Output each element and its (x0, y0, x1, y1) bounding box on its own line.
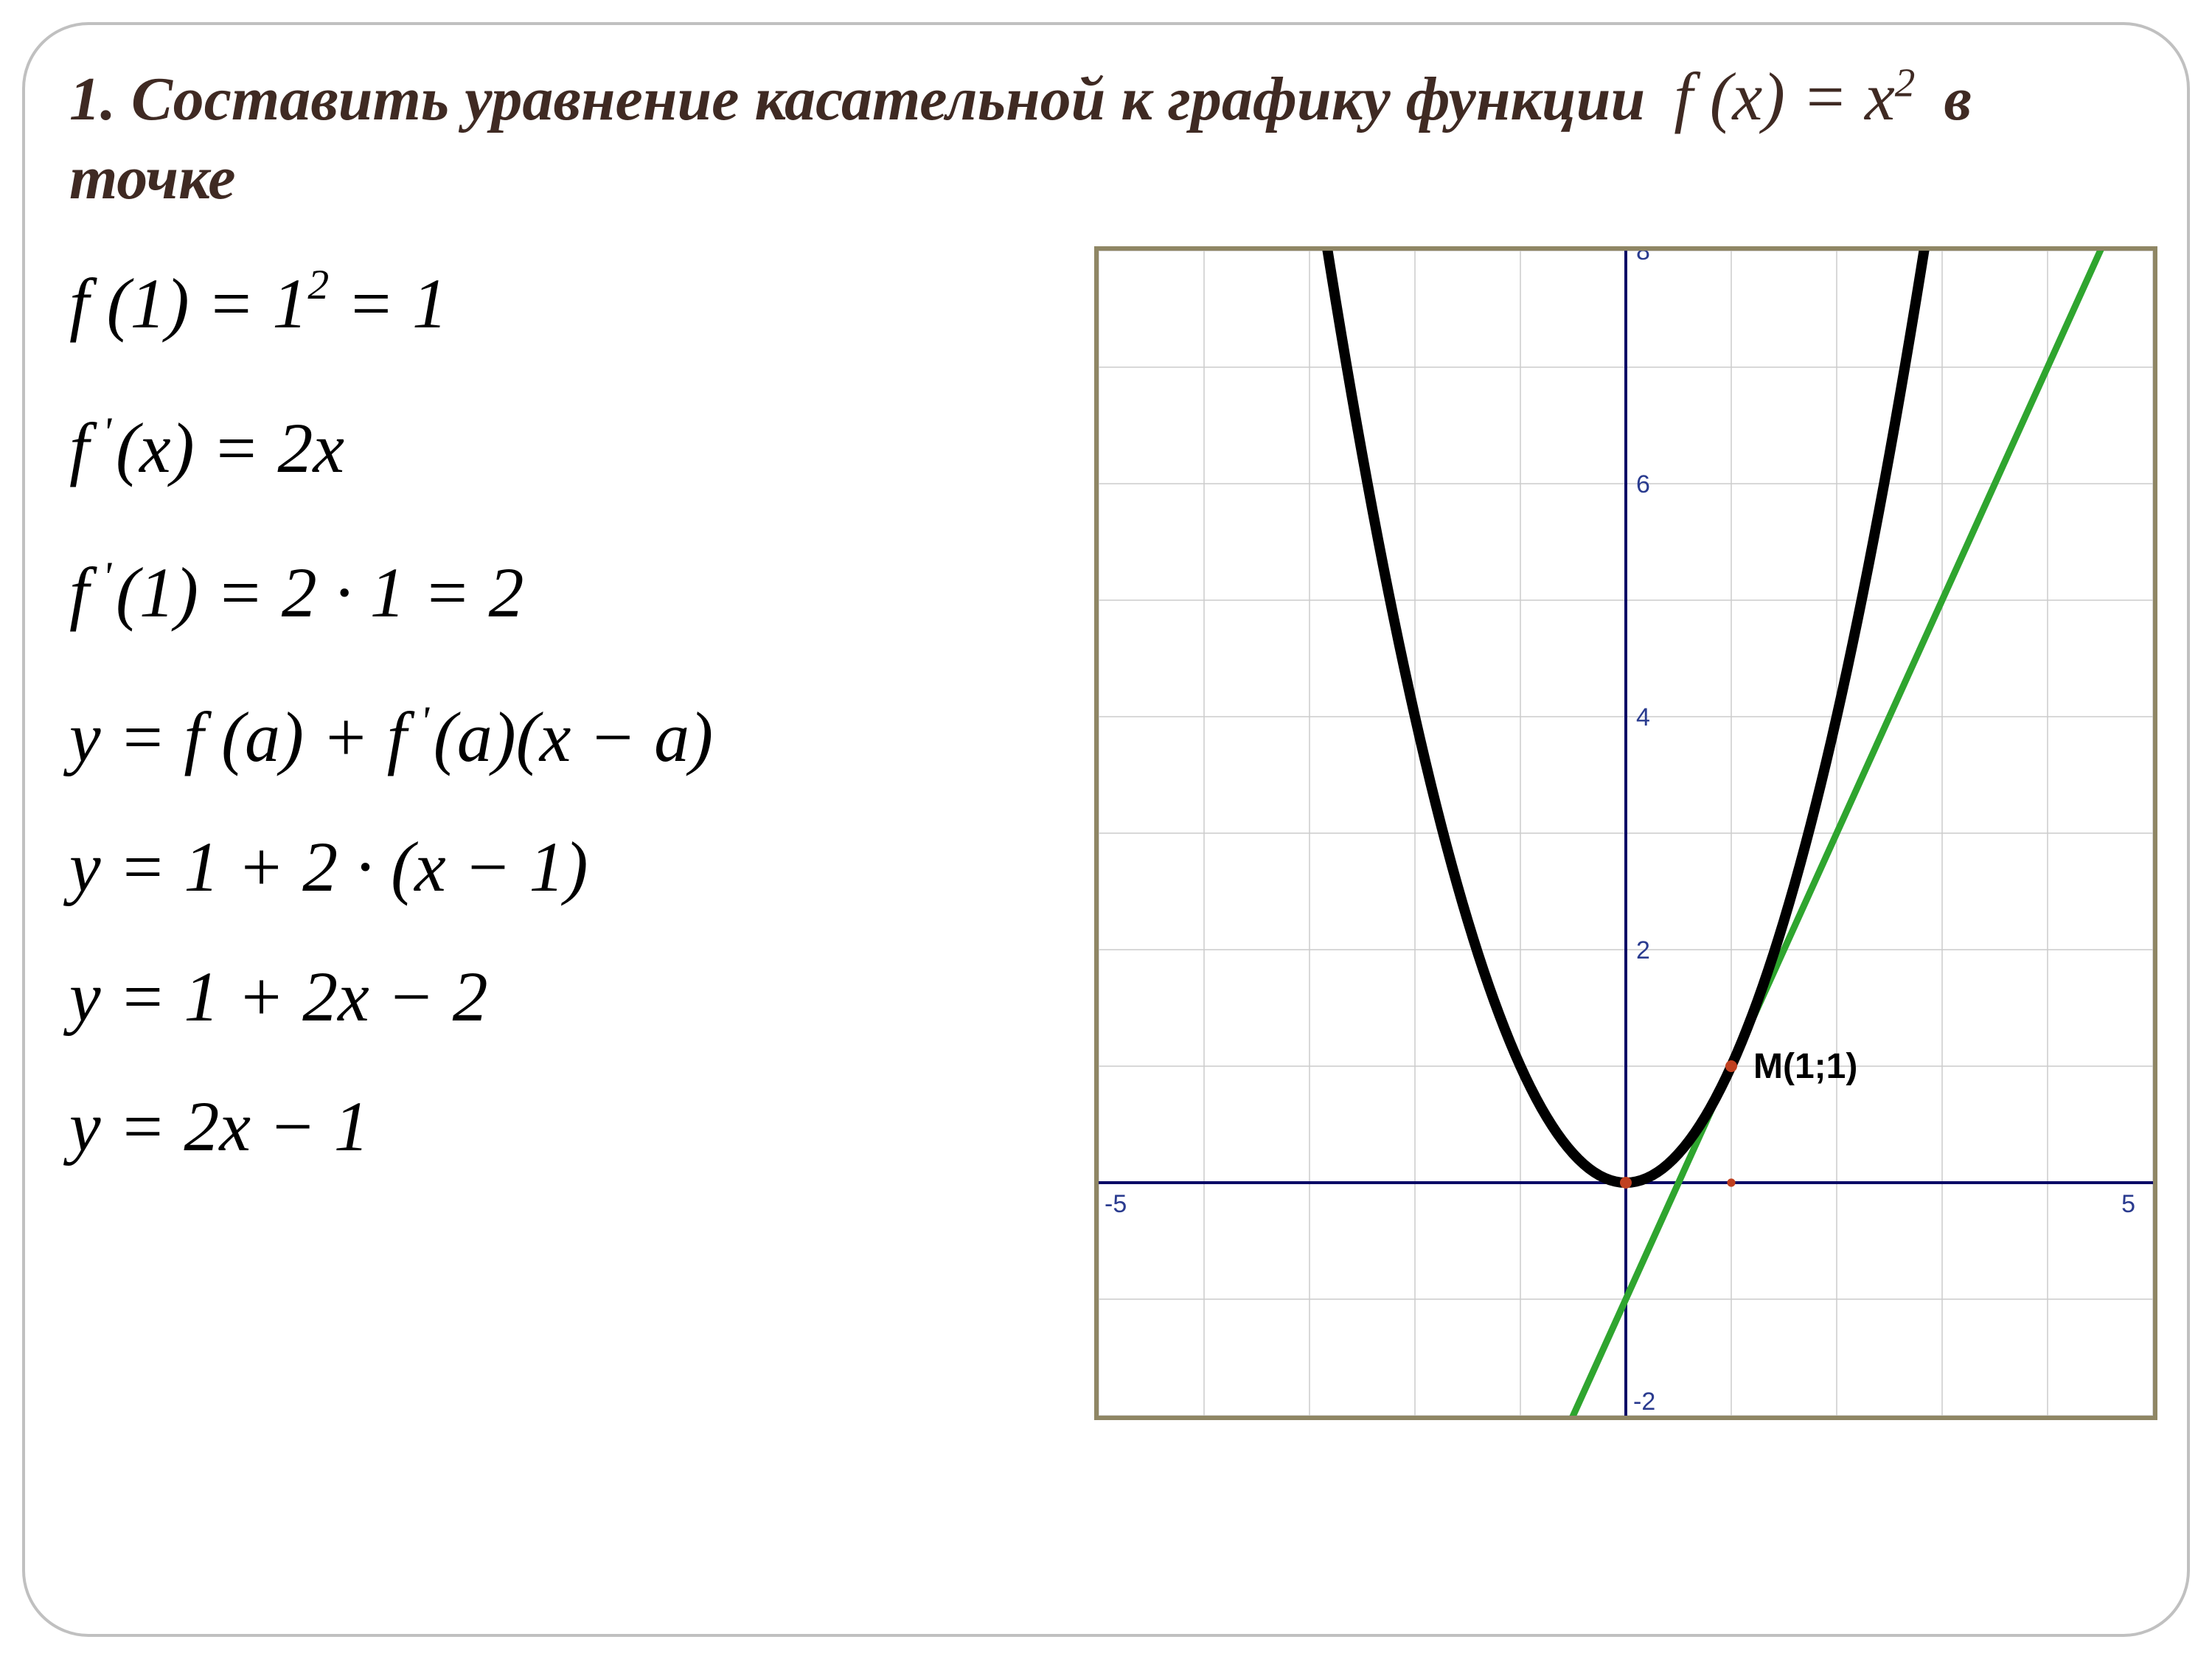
chart-container: 2 4 6 8 -5 5 -2 M(1;1) (1094, 246, 2157, 1420)
equation-3: f '(1) = 2 · 1 = 2 (69, 557, 1065, 628)
slide-frame: 1. Составить уравнение касательной к гра… (22, 22, 2190, 1637)
chart-frame: 2 4 6 8 -5 5 -2 M(1;1) (1094, 246, 2157, 1420)
equations-column: f (1) = 12 = 1 f '(x) = 2x f '(1) = 2 · … (69, 246, 1065, 1420)
title-part1: 1. Составить уравнение касательной к гра… (69, 65, 1660, 133)
title-formula: f (x) = x2 (1660, 59, 1928, 134)
svg-text:4: 4 (1636, 703, 1650, 731)
equation-2: f '(x) = 2x (69, 413, 1065, 484)
equation-4: y = f (a) + f '(a)(x − a) (69, 702, 1065, 773)
svg-text:-5: -5 (1105, 1190, 1127, 1218)
equation-6: y = 1 + 2x − 2 (69, 961, 1065, 1032)
svg-text:M(1;1): M(1;1) (1753, 1047, 1857, 1086)
svg-text:5: 5 (2121, 1190, 2135, 1218)
svg-text:-2: -2 (1633, 1388, 1655, 1416)
chart-svg: 2 4 6 8 -5 5 -2 M(1;1) (1099, 251, 2153, 1416)
svg-text:6: 6 (1636, 470, 1650, 498)
problem-title: 1. Составить уравнение касательной к гра… (69, 55, 2143, 217)
content-row: f (1) = 12 = 1 f '(x) = 2x f '(1) = 2 · … (69, 246, 2143, 1420)
svg-text:2: 2 (1636, 936, 1650, 964)
equation-7: y = 2x − 1 (69, 1091, 1065, 1162)
svg-text:8: 8 (1636, 251, 1650, 265)
equation-1: f (1) = 12 = 1 (69, 268, 1065, 339)
equation-5: y = 1 + 2 · (x − 1) (69, 832, 1065, 902)
